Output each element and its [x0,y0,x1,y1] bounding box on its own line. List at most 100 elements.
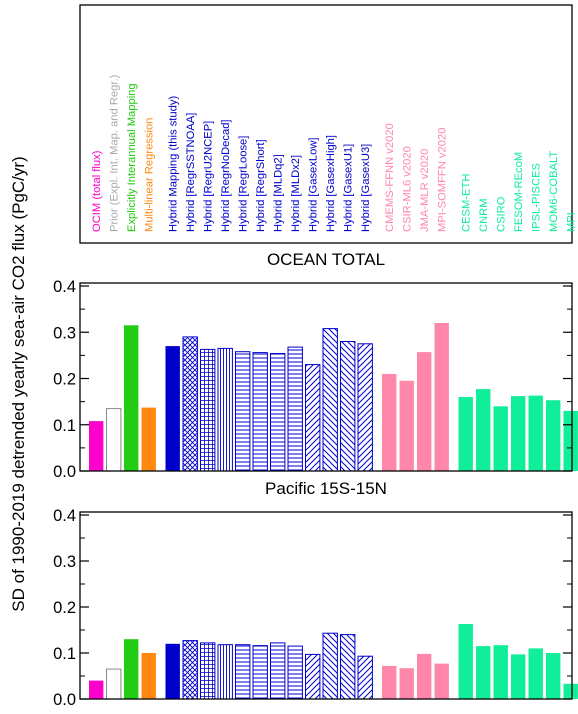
bar-mpi [563,683,578,699]
legend-label-mpi-somffn-v2020: MPI-SOMFFN v2020 [437,128,449,232]
legend-label-cesm-eth: CESM-ETH [461,174,473,232]
y-tick-label: 0.0 [53,463,76,481]
bar-mpi-somffn-v2020 [434,323,449,471]
bar-hybrid-regru2ncep [200,348,216,472]
bar-hybrid-gasexlow [305,653,321,700]
plot-frame [79,282,573,472]
legend-label-hybrid-regrshort: Hybrid [RegrShort] [255,139,267,232]
bar-hybrid-regrshort [252,352,268,472]
y-tick-label: 0.1 [53,417,76,435]
legend-label-explicitly-interannual-mapping: Explicitly Interannual Mapping [126,83,138,232]
legend-label-hybrid-gasexhigh: Hybrid [GasexHigh] [325,135,337,232]
bar-prior-expl-int-map-and-regr [106,668,122,700]
bar-hybrid-gasexlow [305,364,321,472]
panel-title: OCEAN TOTAL [267,250,385,269]
legend-label-hybrid-regru2ncep: Hybrid [RegrU2NCEP] [203,121,215,232]
y-tick-label: 0.3 [53,324,76,342]
y-tick-label: 0.0 [53,691,76,709]
bar-mom6-cobalt [546,653,561,699]
bar-cesm-eth [458,397,473,471]
bar-explicitly-interannual-mapping [124,639,139,699]
legend-label-hybrid-mldx2: Hybrid [MLDx2] [290,155,302,232]
legend-label-hybrid-mapping-this-study: Hybrid Mapping (this study) [168,96,180,232]
bar-hybrid-mldq2 [270,353,286,472]
bar-hybrid-gasexhigh [322,328,338,472]
bar-csiro [493,645,508,699]
bar-hybrid-gasexu1 [340,634,356,700]
bar-hybrid-regru2ncep [200,642,216,700]
bar-ocim-total-flux [89,421,104,471]
legend-label-multi-linear-regression: Multi-linear Regression [144,118,156,232]
bar-cnrm [476,646,491,699]
legend-label-hybrid-gasexu1: Hybrid [GasexU1] [343,144,355,232]
y-axis-label: SD of 1990-2019 detrended yearly sea-air… [9,156,28,611]
bar-hybrid-mapping-this-study [165,346,180,471]
bar-explicitly-interannual-mapping [124,325,139,471]
legend-label-hybrid-gasexu3: Hybrid [GasexU3] [360,144,372,232]
legend-label-hybrid-mldq2: Hybrid [MLDq2] [273,154,285,232]
bar-csir-ml6-v2020 [399,668,414,699]
bar-hybrid-regrloose [235,644,251,700]
legend-label-mpi: MPI [566,212,578,232]
panel-title: Pacific 15S-15N [265,479,387,498]
legend-label-csir-ml6-v2020: CSIR-ML6 v2020 [402,146,414,232]
legend-label-prior-expl-int-map-and-regr: Prior (Expl. Int. Map. and Regr.) [109,74,121,232]
y-tick-label: 0.4 [53,507,76,525]
legend-label-fesom-recom: FESOM-REcoM [513,152,525,232]
legend-box [79,4,573,244]
bar-multi-linear-regression [141,653,156,699]
bar-fesom-recom [511,654,526,699]
legend-label-mom6-cobalt: MOM6-COBALT [548,151,560,232]
bar-prior-expl-int-map-and-regr [106,408,122,472]
legend-label-ocim-total-flux: OCIM (total flux) [91,150,103,232]
bar-csiro [493,406,508,472]
bar-jma-mlr-v2020 [417,352,432,471]
bar-ocim-total-flux [89,680,104,699]
bar-hybrid-regrnodecad [217,644,233,700]
bar-cmems-ffnn-v2020 [382,665,397,699]
bar-mpi-somffn-v2020 [434,663,449,699]
bar-ipsl-pisces [528,648,543,699]
bar-hybrid-mldq2 [270,642,286,700]
bar-hybrid-gasexu3 [357,655,373,700]
bar-hybrid-regrsstnoaa [182,640,198,700]
legend-label-cnrm: CNRM [478,198,490,232]
y-tick-label: 0.1 [53,645,76,663]
y-tick-label: 0.3 [53,553,76,571]
legend-label-ipsl-pisces: IPSL-PISCES [531,163,543,232]
bar-cesm-eth [458,624,473,699]
legend-label-hybrid-gasexlow: Hybrid [GasexLow] [308,137,320,232]
legend-label-csiro: CSIRO [496,196,508,232]
bar-hybrid-mldx2 [287,645,303,700]
legend-label-hybrid-regrloose: Hybrid [RegrLoose] [238,136,250,232]
bar-mom6-cobalt [546,400,561,471]
plot-frame [79,511,573,700]
bar-hybrid-regrloose [235,351,251,472]
bar-hybrid-gasexhigh [322,632,338,700]
bar-cmems-ffnn-v2020 [382,373,397,471]
legend-label-cmems-ffnn-v2020: CMEMS-FFNN v2020 [384,123,396,232]
panel-ocean-total: OCEAN TOTAL 0.0 0.1 0.2 0.3 0.4 [53,250,578,481]
y-tick-label: 0.2 [53,371,76,389]
bar-jma-mlr-v2020 [417,653,432,699]
bar-multi-linear-regression [141,407,156,471]
bar-fesom-recom [511,396,526,471]
bar-mpi [563,410,578,471]
bar-hybrid-gasexu3 [357,343,373,472]
bar-hybrid-mldx2 [287,346,303,472]
bar-csir-ml6-v2020 [399,380,414,471]
bar-hybrid-regrshort [252,645,268,700]
legend-label-hybrid-regrsstnoaa: Hybrid [RegrSSTNOAA] [185,113,197,232]
bar-hybrid-regrnodecad [217,347,233,472]
bar-hybrid-mapping-this-study [165,643,180,699]
panel-pacific-15s-15n: Pacific 15S-15N 0.0 0.1 0.2 0.3 0.4 [53,479,578,709]
y-tick-label: 0.2 [53,599,76,617]
legend-label-jma-mlr-v2020: JMA-MLR v2020 [419,149,431,232]
bar-hybrid-regrsstnoaa [182,336,198,472]
legend-label-hybrid-regrnodecad: Hybrid [RegrNoDecad] [220,119,232,232]
bar-cnrm [476,389,491,471]
bar-ipsl-pisces [528,395,543,471]
bar-hybrid-gasexu1 [340,341,356,472]
